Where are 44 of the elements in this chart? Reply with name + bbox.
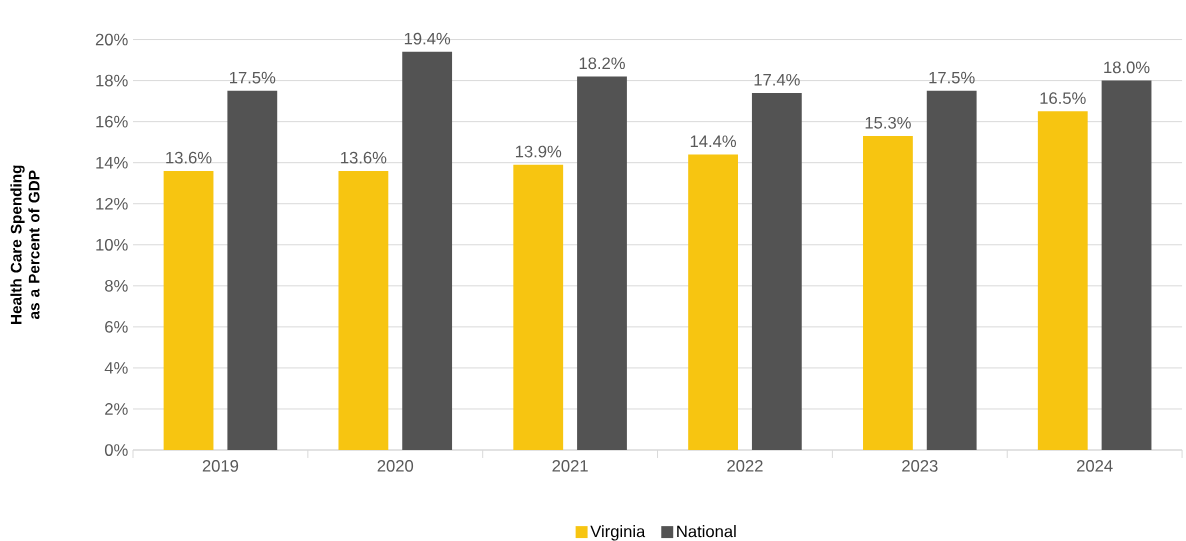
- bar: [751, 92, 802, 450]
- y-tick-label: 16%: [96, 115, 128, 128]
- data-label: 15.3%: [865, 116, 911, 129]
- bar: [338, 170, 389, 450]
- data-label: 19.4%: [404, 32, 451, 45]
- bar: [163, 170, 214, 450]
- bar: [402, 51, 453, 450]
- y-tick-label: 0%: [104, 444, 128, 456]
- x-tick-label: 2022: [727, 460, 763, 472]
- data-label: 16.5%: [1040, 92, 1086, 105]
- bar: [577, 76, 627, 450]
- legend-label: National: [677, 525, 736, 538]
- bar: [863, 135, 913, 450]
- y-tick-label: 20%: [95, 33, 128, 46]
- y-tick-label: 6%: [105, 320, 128, 333]
- data-label: 13.6%: [341, 151, 387, 164]
- data-label: 17.5%: [230, 71, 276, 84]
- y-tick-label: 4%: [104, 362, 128, 374]
- y-tick-label: 10%: [96, 238, 128, 251]
- x-tick-label: 2023: [902, 460, 938, 472]
- legend-label: Virginia: [590, 525, 646, 541]
- bar: [1101, 80, 1152, 450]
- data-label: 17.4%: [754, 73, 800, 86]
- y-tick-label: 8%: [105, 279, 128, 292]
- x-tick-label: 2020: [377, 460, 414, 472]
- data-label: 13.6%: [166, 151, 212, 164]
- y-axis-title: Health Care Spending as a Percent of GDP: [10, 165, 40, 324]
- y-tick-label: 18%: [96, 74, 128, 87]
- y-tick-label: 12%: [96, 197, 128, 210]
- data-label: 18.2%: [579, 57, 625, 70]
- bar: [688, 154, 738, 450]
- y-tick-label: 14%: [96, 156, 128, 169]
- data-label: 17.5%: [929, 71, 975, 84]
- y-tick-label: 2%: [105, 403, 128, 415]
- x-tick-label: 2019: [202, 460, 239, 472]
- bar: [227, 90, 278, 450]
- bar: [513, 164, 564, 450]
- data-label: 13.9%: [515, 145, 562, 158]
- x-tick-label: 2024: [1077, 460, 1113, 472]
- bar: [926, 90, 977, 450]
- bar: [1037, 111, 1088, 450]
- x-tick-label: 2021: [552, 460, 588, 472]
- data-label: 14.4%: [690, 135, 737, 148]
- data-label: 18.0%: [1104, 61, 1150, 74]
